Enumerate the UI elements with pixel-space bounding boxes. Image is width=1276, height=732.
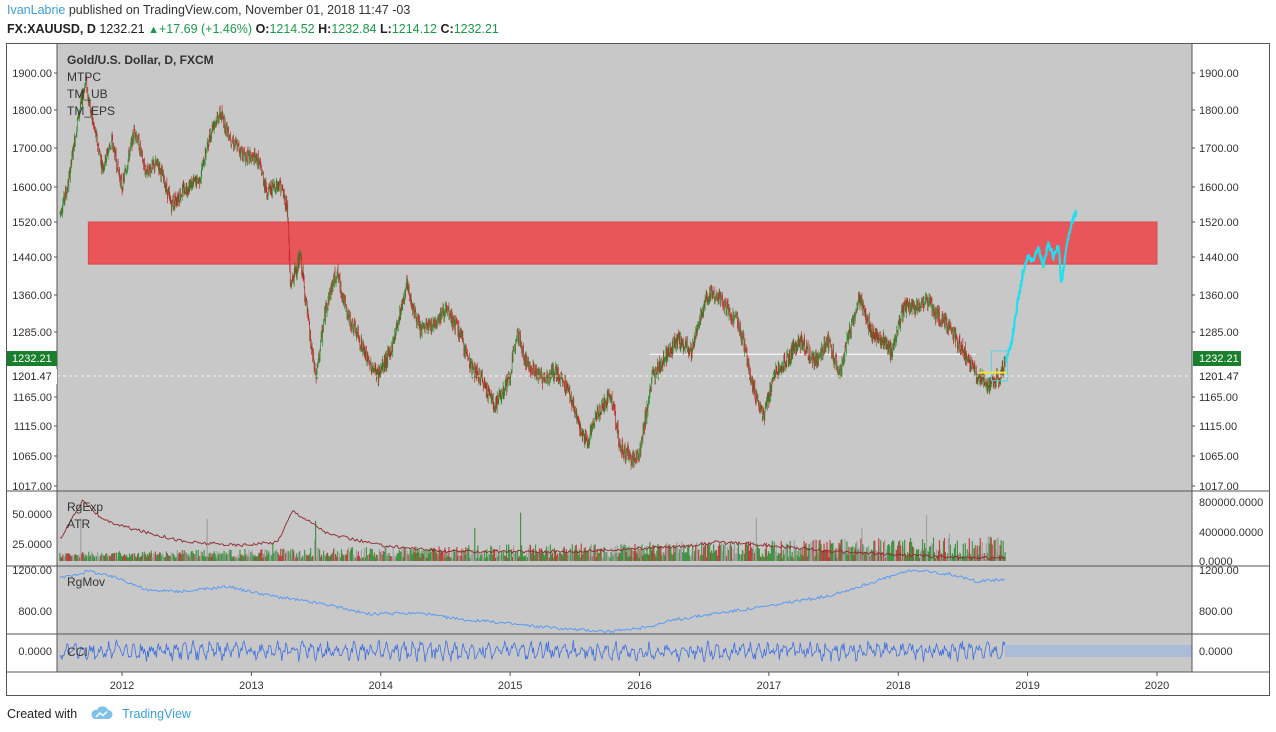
projection-series xyxy=(978,208,1078,382)
right-price-tick-label: 1165.00 xyxy=(1199,392,1238,404)
volume-bars xyxy=(59,512,1006,561)
footer: Created with TradingView xyxy=(7,706,191,723)
close-label: C: xyxy=(440,22,454,36)
study-mtpc: MTPC xyxy=(67,70,101,84)
time-tick-label: 2015 xyxy=(498,680,522,692)
rgmov-right-tick: 800.00 xyxy=(1199,606,1233,618)
change-value: ▲+17.69 (+1.46%) xyxy=(148,22,252,36)
resistance-zone xyxy=(87,221,1158,265)
left-price-tick-label: 1285.00 xyxy=(12,327,52,339)
right-price-tick-label: 1115.00 xyxy=(1199,421,1237,433)
study-tm-eps: TM_EPS xyxy=(67,104,115,118)
left-price-tick-label: 1165.00 xyxy=(13,392,52,404)
left-price-tick-label: 1520.00 xyxy=(12,217,52,229)
ref-price-badge-right-text: 1201.47 xyxy=(1199,371,1239,383)
rgexp-right-tick: 800000.0000 xyxy=(1199,497,1263,509)
pane-label-rgexp: RgExp xyxy=(67,500,103,514)
cci-left-tick: 0.0000 xyxy=(18,646,52,658)
pane-cci-bg xyxy=(57,634,1192,672)
high-label: H: xyxy=(318,22,332,36)
projection-box xyxy=(990,350,1008,382)
right-price-tick-label: 1520.00 xyxy=(1199,217,1239,229)
rgmov-left-tick: 1200.00 xyxy=(12,565,52,577)
rgmov-right-tick: 1200.00 xyxy=(1199,565,1239,577)
left-price-tick-label: 1115.00 xyxy=(14,421,52,433)
time-tick-label: 2019 xyxy=(1015,680,1039,692)
ref-price-badge-left-text: 1201.47 xyxy=(12,371,52,383)
rgexp-right-tick: 400000.0000 xyxy=(1199,527,1263,539)
time-tick-label: 2017 xyxy=(757,680,781,692)
right-price-tick-label: 1900.00 xyxy=(1199,68,1239,80)
open-value: 1214.52 xyxy=(269,22,315,36)
change-text: +17.69 (+1.46%) xyxy=(158,22,253,36)
low-label: L: xyxy=(380,22,392,36)
atr-line xyxy=(59,499,1005,561)
time-tick-label: 2016 xyxy=(627,680,651,692)
last-price: 1232.21 xyxy=(99,22,145,36)
ref-price-badge-right xyxy=(1193,369,1241,384)
publish-info: IvanLabrie published on TradingView.com,… xyxy=(7,3,410,17)
left-price-tick-label: 1600.00 xyxy=(12,182,52,194)
created-with-text: Created with xyxy=(7,706,78,721)
low-value: 1214.12 xyxy=(391,22,437,36)
price-candles xyxy=(59,75,1006,470)
tradingview-link[interactable]: TradingView xyxy=(122,706,191,721)
rgexp-left-tick: 25.0000 xyxy=(12,539,52,551)
open-label: O: xyxy=(255,22,270,36)
main-pane-bg xyxy=(57,44,1192,491)
close-value: 1232.21 xyxy=(453,22,499,36)
last-price-badge-left-text: 1232.21 xyxy=(12,353,52,365)
last-price-badge-left xyxy=(7,351,57,366)
left-price-tick-label: 1800.00 xyxy=(12,105,52,117)
time-tick-label: 2020 xyxy=(1145,680,1169,692)
cci-future-band xyxy=(1005,645,1192,657)
left-price-tick-label: 1900.00 xyxy=(12,68,52,80)
left-price-tick-label: 1065.00 xyxy=(12,451,52,463)
pane-label-rgmov: RgMov xyxy=(67,575,105,589)
right-price-tick-label: 1440.00 xyxy=(1199,252,1239,264)
right-price-tick-label: 1017.00 xyxy=(1199,481,1239,493)
right-price-tick-label: 1285.00 xyxy=(1199,327,1239,339)
chart-border xyxy=(6,43,1270,696)
rgexp-left-tick: 50.0000 xyxy=(12,509,52,521)
cci-line xyxy=(59,638,1006,662)
time-tick-label: 2013 xyxy=(239,680,263,692)
right-price-tick-label: 1360.00 xyxy=(1199,290,1239,302)
last-price-badge-right-text: 1232.21 xyxy=(1199,353,1239,365)
time-tick-label: 2018 xyxy=(886,680,910,692)
rgmov-left-tick: 800.00 xyxy=(18,606,52,618)
symbol-label: FX:XAUUSD, D xyxy=(7,22,96,36)
cci-right-tick: 0.0000 xyxy=(1199,646,1233,658)
left-price-tick-label: 1360.00 xyxy=(12,290,52,302)
last-price-badge-right xyxy=(1193,351,1241,366)
right-price-tick-label: 1600.00 xyxy=(1199,182,1239,194)
pane-label-atr: ATR xyxy=(67,517,90,531)
left-price-tick-label: 1700.00 xyxy=(12,143,52,155)
left-price-tick-label: 1440.00 xyxy=(12,252,52,264)
rgmov-line xyxy=(59,569,1005,634)
right-price-tick-label: 1800.00 xyxy=(1199,105,1239,117)
left-price-tick-label: 1017.00 xyxy=(12,481,52,493)
rgexp-right-tick: 0.0000 xyxy=(1199,556,1233,568)
ohlc-bar: FX:XAUUSD, D 1232.21 ▲+17.69 (+1.46%) O:… xyxy=(7,22,499,36)
time-tick-label: 2014 xyxy=(369,680,393,692)
ref-price-badge-left xyxy=(7,369,57,384)
study-tm-ub: TM_UB xyxy=(67,87,108,101)
author-link[interactable]: IvanLabrie xyxy=(7,3,66,17)
up-triangle-icon: ▲ xyxy=(148,24,159,36)
pane-rgmov-bg xyxy=(57,566,1192,634)
pane-label-cci: CCI xyxy=(67,645,88,659)
projection-line xyxy=(1004,208,1078,364)
right-price-tick-label: 1065.00 xyxy=(1199,451,1239,463)
high-value: 1232.84 xyxy=(331,22,377,36)
series-title: Gold/U.S. Dollar, D, FXCM xyxy=(67,53,214,67)
time-tick-label: 2012 xyxy=(110,680,134,692)
right-price-tick-label: 1700.00 xyxy=(1199,143,1239,155)
tradingview-cloud-icon xyxy=(89,706,113,723)
published-text: published on TradingView.com, November 0… xyxy=(68,3,411,17)
